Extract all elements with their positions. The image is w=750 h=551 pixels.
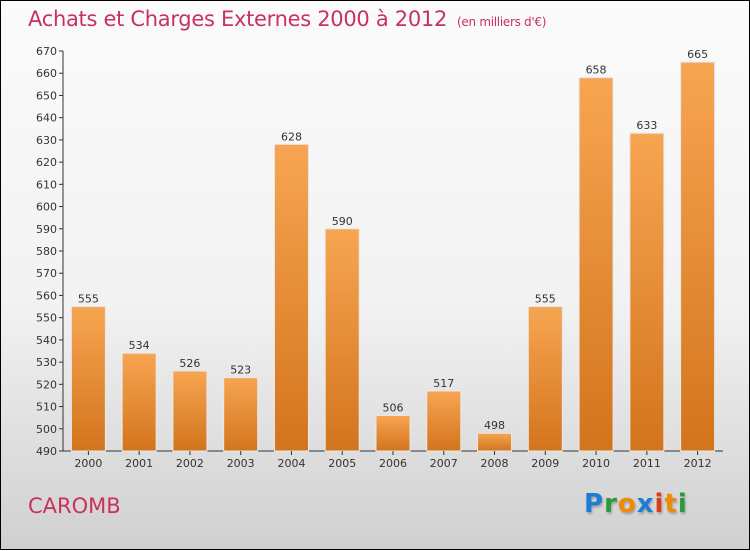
bar-2006 <box>375 414 411 452</box>
data-label-2012: 665 <box>687 48 708 61</box>
bar-2002 <box>172 370 208 452</box>
y-tick-label: 560 <box>36 289 57 302</box>
y-tick-label: 610 <box>36 178 57 191</box>
data-label-2009: 555 <box>535 293 556 306</box>
data-label-2000: 555 <box>78 293 99 306</box>
proxiti-logo: Proxiti <box>584 489 688 519</box>
logo-letter: i <box>654 489 665 519</box>
bar-2009 <box>527 306 563 452</box>
x-tick-label: 2000 <box>74 457 102 470</box>
data-label-2010: 658 <box>586 64 607 77</box>
x-tick-label: 2009 <box>531 457 559 470</box>
chart-title: Achats et Charges Externes 2000 à 2012 (e… <box>28 7 546 31</box>
y-tick-label: 640 <box>36 112 57 125</box>
x-tick-label: 2004 <box>277 457 305 470</box>
x-tick-label: 2010 <box>582 457 610 470</box>
bar-2012 <box>680 61 716 452</box>
y-tick-label: 550 <box>36 312 57 325</box>
x-tick-label: 2005 <box>328 457 356 470</box>
logo-letter: t <box>664 489 678 519</box>
data-label-2004: 628 <box>281 130 302 143</box>
logo-letter: i <box>677 489 688 519</box>
y-tick-label: 630 <box>36 134 57 147</box>
bar-2003 <box>223 377 259 452</box>
x-tick-label: 2002 <box>176 457 204 470</box>
data-label-2001: 534 <box>129 339 150 352</box>
x-tick-label: 2003 <box>227 457 255 470</box>
y-tick-label: 580 <box>36 245 57 258</box>
bar-2004 <box>273 143 309 452</box>
logo-letter: o <box>617 489 637 519</box>
logo-letter: P <box>584 489 605 519</box>
title-text: Achats et Charges Externes 2000 à 2012 <box>28 7 448 31</box>
data-label-2003: 523 <box>230 364 251 377</box>
x-tick-label: 2007 <box>430 457 458 470</box>
y-tick-label: 670 <box>36 45 57 58</box>
data-label-2002: 526 <box>179 357 200 370</box>
commune-name: CAROMB <box>28 494 121 518</box>
data-label-2005: 590 <box>332 215 353 228</box>
data-label-2007: 517 <box>433 377 454 390</box>
y-tick-label: 520 <box>36 378 57 391</box>
bar-2010 <box>578 77 614 452</box>
bar-2008 <box>477 432 513 452</box>
logo-letter: r <box>604 489 618 519</box>
bar-2005 <box>324 228 360 452</box>
bar-2000 <box>70 306 106 452</box>
y-tick-label: 600 <box>36 201 57 214</box>
y-tick-label: 620 <box>36 156 57 169</box>
y-tick-label: 540 <box>36 334 57 347</box>
x-tick-label: 2001 <box>125 457 153 470</box>
x-tick-label: 2008 <box>481 457 509 470</box>
y-tick-label: 650 <box>36 89 57 102</box>
x-tick-label: 2006 <box>379 457 407 470</box>
x-tick-label: 2011 <box>633 457 661 470</box>
y-tick-label: 510 <box>36 401 57 414</box>
data-label-2011: 633 <box>636 119 657 132</box>
logo-letter: x <box>636 489 655 519</box>
data-label-2008: 498 <box>484 419 505 432</box>
bar-2011 <box>629 132 665 452</box>
y-tick-label: 530 <box>36 356 57 369</box>
bar-2007 <box>426 390 462 452</box>
y-tick-label: 570 <box>36 267 57 280</box>
y-tick-label: 590 <box>36 223 57 236</box>
y-tick-label: 500 <box>36 423 57 436</box>
unit-label: (en milliers d'€) <box>457 15 547 29</box>
bar-2001 <box>121 352 157 452</box>
x-tick-label: 2012 <box>684 457 712 470</box>
y-tick-label: 490 <box>36 445 57 458</box>
y-tick-label: 660 <box>36 67 57 80</box>
data-label-2006: 506 <box>383 401 404 414</box>
